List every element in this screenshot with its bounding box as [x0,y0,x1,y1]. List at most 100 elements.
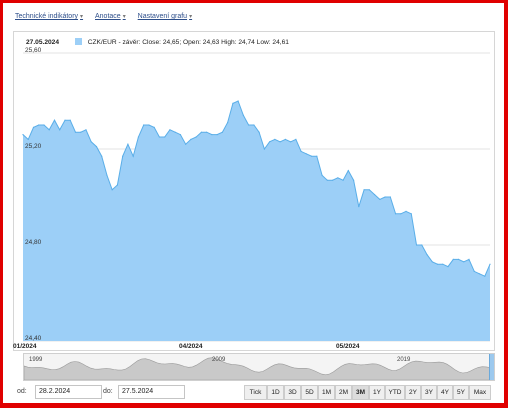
range-button-2m[interactable]: 2M [335,385,352,400]
navigator-sparkline [24,357,494,380]
range-button-3m[interactable]: 3M [352,385,369,400]
to-date-input[interactable]: 27.5.2024 [118,385,185,399]
data-point [473,270,475,272]
data-point [310,155,313,157]
data-point [410,213,412,215]
legend-swatch [74,38,82,45]
data-point [127,143,129,145]
chevron-down-icon: ▾ [122,14,126,20]
range-button-3d[interactable]: 3D [284,385,301,400]
range-button-ytd[interactable]: YTD [385,385,405,400]
y-tick-label: 24,80 [25,239,42,246]
chart-legend: 27.05.2024 CZK/EUR - závěr: Close: 24,65… [26,38,289,46]
data-point [43,124,45,126]
range-button-5d[interactable]: 5D [301,385,318,400]
legend-date: 27.05.2024 [26,39,60,46]
legend-series-text: CZK/EUR - závěr: Close: 24,65; Open: 24,… [87,39,289,46]
series-area [23,101,490,341]
data-point [331,179,334,181]
data-point [484,275,486,277]
series-line [22,100,491,277]
data-point [211,134,213,136]
range-selector: od: 28.2.2024 do: 27.5.2024 Tick 1D 3D 5… [15,384,493,400]
navigator-area [24,357,494,380]
x-tick-label: 05/2024 [336,343,360,350]
data-point [111,189,113,191]
annotations-menu[interactable]: Anotace ▾ [95,13,126,20]
y-tick-label: 25,60 [25,47,42,54]
data-point [290,141,292,143]
y-tick-label: 24,40 [25,335,42,342]
range-button-tick[interactable]: Tick [244,385,267,400]
data-point [59,129,61,131]
x-tick-label: 04/2024 [179,343,203,350]
data-point [358,206,360,208]
data-point [457,258,460,260]
data-point [221,131,223,133]
data-point [137,136,140,138]
data-point [447,266,449,268]
data-point [164,136,166,138]
data-point [153,126,155,128]
range-button-1m[interactable]: 1M [318,385,335,400]
data-point [436,263,439,265]
data-point [337,177,339,179]
data-point [106,174,108,176]
data-point [426,254,428,256]
chart-widget: Technické indikátory ▾ Anotace ▾ Nastavení… [3,3,504,403]
range-button-2y[interactable]: 2Y [405,385,421,400]
range-button-5y[interactable]: 5Y [453,385,469,400]
data-point [468,258,470,260]
data-point [284,138,286,140]
chart-settings-menu[interactable]: Nastavení grafu ▾ [137,13,193,20]
technical-indicators-menu[interactable]: Technické indikátory ▾ [15,13,84,20]
price-area-chart [22,52,491,342]
data-point [379,198,381,200]
data-point [347,170,349,172]
from-date-input[interactable]: 28.2.2024 [35,385,102,399]
data-point [95,146,98,148]
data-point [53,119,56,121]
y-tick-label: 25,20 [25,143,42,150]
data-point [237,100,239,102]
chart-area: 27.05.2024 CZK/EUR - závěr: Close: 24,65… [13,31,495,351]
range-button-max[interactable]: Max [469,385,491,400]
range-button-1d[interactable]: 1D [267,385,284,400]
data-point [185,143,187,145]
data-point [295,138,297,140]
data-point [274,138,276,140]
data-point [206,131,208,133]
data-point [174,131,176,133]
range-button-4y[interactable]: 4Y [437,385,453,400]
data-point [352,179,355,181]
plot-area[interactable] [22,52,491,342]
data-point [373,194,376,196]
range-button-3y[interactable]: 3Y [421,385,437,400]
data-point [463,261,465,263]
data-point [122,155,124,157]
navigator-selection-handle[interactable] [489,354,494,380]
data-point [442,263,444,265]
data-point [143,124,145,126]
data-point [232,102,234,104]
data-point [148,124,150,126]
data-point [242,114,244,116]
data-point [248,124,250,126]
data-point [169,129,171,131]
data-point [48,129,50,131]
navigator-year-label: 2009 [212,357,226,363]
data-point [452,258,454,260]
data-point [415,244,418,246]
chart-menu: Technické indikátory ▾ Anotace ▾ Nastavení… [15,13,202,20]
data-point [384,196,386,198]
data-point [263,148,265,150]
data-point [258,131,260,133]
data-point [101,155,103,157]
range-button-1y[interactable]: 1Y [369,385,385,400]
data-point [227,122,229,124]
data-point [38,124,40,126]
time-navigator[interactable]: 1999 2009 2019 [23,353,495,381]
data-point [405,210,407,212]
data-point [74,131,77,133]
data-point [363,189,365,191]
